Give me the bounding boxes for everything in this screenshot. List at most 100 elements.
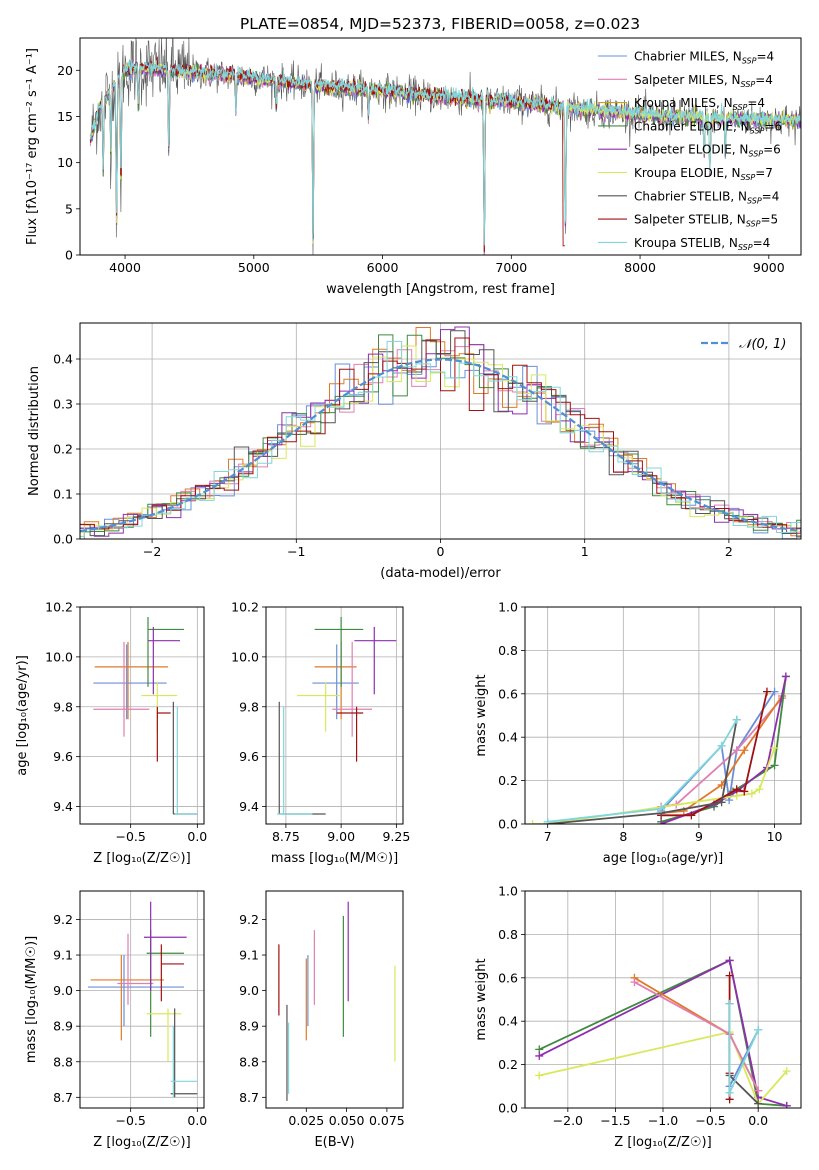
- y-tick-label: 9.2: [53, 912, 73, 927]
- y-tick-label: 9.4: [239, 799, 259, 814]
- marker-kroupa-stelib: [725, 1088, 734, 1097]
- normal-curve: [80, 358, 801, 533]
- x-tick-label: 8: [619, 829, 627, 844]
- x-tick-label: 7: [544, 829, 552, 844]
- x-tick-label: 8.75: [272, 829, 300, 844]
- legend-label-chabrier-elodie: Chabrier ELODIE, NSSP=6: [634, 119, 782, 135]
- y-tick-label: 0: [65, 248, 73, 263]
- y-tick-label: 8.7: [53, 1090, 73, 1105]
- y-tick-label: 9.0: [53, 983, 73, 998]
- x-tick-label: 0: [437, 544, 445, 559]
- marker-chabrier-stelib: [717, 798, 726, 807]
- x-tick-label: 0.0: [748, 1113, 768, 1128]
- marker-salpeter-miles: [630, 978, 639, 987]
- marker-salpeter-elodie: [535, 1051, 544, 1060]
- legend-label-kroupa-miles: Kroupa MILES, NSSP=4: [634, 96, 765, 112]
- point-kroupa-stelib: [174, 706, 198, 815]
- y-tick-label: 9.6: [53, 749, 73, 764]
- point-kroupa-stelib: [170, 1026, 198, 1098]
- y-tick-label: 8.9: [53, 1019, 73, 1034]
- legend-label-chabrier-miles: Chabrier MILES, NSSP=4: [634, 50, 774, 66]
- point-salpeter-elodie: [144, 901, 187, 991]
- x-tick-label: −1: [287, 544, 305, 559]
- marker-kroupa-elodie: [528, 820, 537, 824]
- x-axis-label: (data-model)/error: [380, 566, 501, 581]
- legend-label-salpeter-miles: Salpeter MILES, NSSP=4: [634, 73, 773, 89]
- histogram-salpeter-stelib: [80, 337, 801, 532]
- marker-chabrier-miles: [770, 687, 779, 696]
- plot-area: [89, 38, 801, 255]
- x-tick-label: 0.0: [187, 1113, 207, 1128]
- marker-kroupa-stelib: [725, 999, 734, 1008]
- axes-frame: [79, 322, 802, 540]
- x-tick-label: −1.5: [600, 1113, 630, 1128]
- plot-area: [535, 956, 791, 1108]
- x-tick-label: 9000: [753, 260, 785, 275]
- x-tick-label: 9: [695, 829, 703, 844]
- y-tick-label: 10.2: [45, 600, 73, 615]
- marker-salpeter-stelib: [740, 787, 749, 796]
- panel-2: −2 −1 0 1 2 0.0 0.1 0.2 0.3 0.4 (data-model)/error…: [27, 322, 802, 581]
- y-tick-label: 9.4: [53, 799, 73, 814]
- y-tick-label: 1.0: [498, 600, 518, 615]
- y-tick-label: 9.0: [239, 983, 259, 998]
- y-tick-label: 0.8: [498, 927, 518, 942]
- x-axis-label: age [log₁₀(age/yr)]: [603, 851, 724, 866]
- point-kroupa-elodie: [146, 1008, 182, 1062]
- x-axis-label: mass [log₁₀(M/M☉)]: [271, 851, 398, 866]
- point-chabrier-elodie: [314, 616, 364, 687]
- axes-frame: [524, 890, 802, 1109]
- y-tick-label: 9.6: [239, 749, 259, 764]
- panel-5: 7 8 9 10 0.0 0.2 0.4 0.6 0.8 1.0 age [log₁₀(age/yr…: [474, 600, 802, 866]
- y-tick-label: 10.2: [231, 600, 259, 615]
- y-tick-label: 0.2: [498, 773, 518, 788]
- x-tick-label: 0.0: [187, 829, 207, 844]
- point-salpeter-stelib: [336, 706, 364, 762]
- plot-area: [278, 901, 396, 1101]
- marker-kroupa-stelib: [543, 817, 552, 824]
- series-chabrier-miles: [660, 691, 776, 812]
- axes-frame: [79, 606, 205, 825]
- point-chabrier-elodie: [147, 616, 184, 687]
- x-axis-label: Z [log₁₀(Z/Z☉)]: [93, 1135, 190, 1150]
- y-tick-label: 9.8: [53, 699, 73, 714]
- x-axis-label: E(B-V): [314, 1135, 354, 1150]
- series-chabrier-stelib: [728, 1003, 759, 1105]
- y-tick-label: 0.6: [498, 970, 518, 985]
- y-tick-label: 8.8: [53, 1054, 73, 1069]
- marker-kroupa-stelib: [657, 804, 666, 813]
- x-tick-label: −0.5: [115, 829, 145, 844]
- marker-salpeter-miles: [732, 746, 741, 755]
- legend-label-kroupa-stelib: Kroupa STELIB, NSSP=4: [634, 236, 770, 252]
- y-tick-label: 8.8: [239, 1054, 259, 1069]
- y-tick-label: 0.2: [53, 442, 73, 457]
- y-tick-label: 0.1: [53, 487, 73, 502]
- point-chabrier-miles: [88, 955, 184, 1027]
- point-orange: [94, 641, 168, 720]
- point-kroupa-elodie: [296, 681, 342, 732]
- legend-label-salpeter-stelib: Salpeter STELIB, NSSP=5: [634, 213, 778, 229]
- point-orange: [314, 641, 357, 720]
- axes-frame: [79, 890, 205, 1109]
- point-salpeter-miles: [93, 641, 150, 737]
- histogram-kroupa-stelib: [80, 340, 801, 537]
- marker-salpeter-elodie: [782, 1101, 791, 1108]
- marker-kroupa-stelib: [754, 1025, 763, 1034]
- y-tick-label: 9.2: [239, 912, 259, 927]
- y-axis-label: Flux [fλ10⁻¹⁷ erg cm⁻² s⁻¹ A⁻¹]: [25, 48, 40, 245]
- y-axis-label: age [log₁₀(age/yr)]: [15, 655, 30, 776]
- y-tick-label: 0.4: [498, 1014, 518, 1029]
- marker-chabrier-elodie: [770, 761, 779, 770]
- y-tick-label: 0.4: [498, 730, 518, 745]
- axes-frame: [524, 606, 802, 825]
- x-tick-label: 0.025: [288, 1113, 324, 1128]
- legend-label-kroupa-elodie: Kroupa ELODIE, NSSP=7: [634, 166, 773, 182]
- y-tick-label: 0.4: [53, 352, 73, 367]
- x-tick-label: 7000: [495, 260, 527, 275]
- x-tick-label: −2: [143, 544, 161, 559]
- marker-salpeter-elodie: [781, 672, 790, 681]
- x-tick-label: 0.050: [329, 1113, 365, 1128]
- marker-kroupa-elodie: [747, 789, 756, 798]
- x-tick-label: 10: [767, 829, 783, 844]
